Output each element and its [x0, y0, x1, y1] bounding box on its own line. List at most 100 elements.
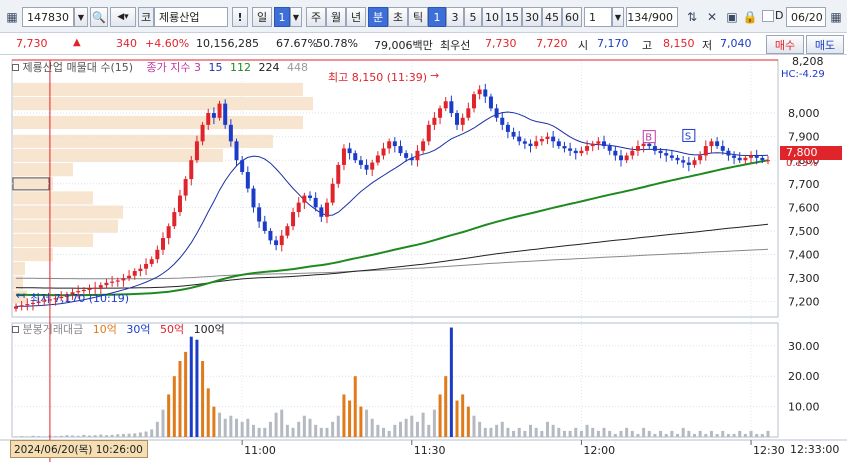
volume-bar	[104, 435, 108, 437]
cursor-time-label: 2024/06/20(목) 10:26:00	[10, 440, 148, 458]
minute-1-button[interactable]: 1	[428, 7, 446, 27]
volume-bar	[449, 327, 453, 437]
candle-body	[324, 202, 329, 217]
candle-body	[460, 117, 465, 125]
interval-tick-button[interactable]: 틱	[408, 7, 428, 27]
tools-icon[interactable]: ✕	[706, 10, 718, 24]
candle-body	[602, 141, 607, 147]
lock-icon[interactable]: 🔒	[742, 10, 758, 24]
volume-bar	[172, 376, 176, 437]
price-change: 340	[116, 37, 137, 50]
candle-body	[607, 146, 612, 151]
volume-bar	[348, 400, 352, 437]
sound-button[interactable]: ◀▾	[110, 7, 136, 27]
volume-bar	[212, 406, 216, 437]
chart-area[interactable]: 8,000 7,900 7,800 7,700 7,600 7,500 7,400 7,300…	[0, 55, 847, 462]
candle-body	[302, 195, 307, 203]
bar-count-field[interactable]: 134/900	[626, 7, 678, 27]
volume-profile-bar	[13, 82, 303, 97]
volume-profile-bar	[13, 148, 223, 163]
volume-bar	[189, 336, 193, 437]
candle-body	[149, 259, 154, 264]
volume-bar	[251, 424, 255, 437]
price-tick-label: 7,200	[788, 296, 820, 309]
volume-bar	[263, 427, 267, 437]
volume-bar	[551, 424, 555, 437]
period-week-button[interactable]: 주	[306, 7, 326, 27]
code-dropdown-button[interactable]: ▼	[74, 7, 88, 27]
ma15-line	[15, 111, 769, 307]
multiplier-dropdown[interactable]: ▼	[612, 7, 624, 27]
candle-body	[573, 150, 578, 154]
volume-bar	[427, 424, 431, 437]
minute-45-button[interactable]: 45	[542, 7, 562, 27]
grid-icon[interactable]: ▦	[6, 10, 18, 24]
candle-body	[87, 288, 92, 290]
volume-bar	[325, 427, 329, 437]
time-tick-label: 11:00	[244, 444, 276, 457]
interval-minute-button[interactable]: 분	[368, 7, 388, 27]
stock-code-input[interactable]: 147830	[22, 7, 74, 27]
date-field[interactable]: 06/20	[786, 7, 826, 27]
volume-bar	[579, 430, 583, 437]
stock-name-field[interactable]: 제룡산업	[154, 7, 228, 27]
volume-bar	[676, 433, 680, 437]
candle-body	[471, 94, 476, 109]
period-count-field[interactable]: 1	[274, 7, 290, 27]
candle-body	[104, 282, 109, 286]
period-year-button[interactable]: 년	[346, 7, 366, 27]
volume-bar	[54, 436, 58, 437]
volume-bar	[766, 430, 770, 437]
volume-bar	[512, 430, 516, 437]
volume-bar	[387, 430, 391, 437]
info-button[interactable]: !	[232, 7, 248, 27]
search-icon: 🔍	[92, 10, 106, 24]
candle-body	[449, 101, 454, 114]
candle-body	[500, 117, 505, 125]
date-checkbox[interactable]	[762, 10, 774, 22]
candle-body	[664, 153, 669, 156]
price-change-pct: +4.60%	[145, 37, 190, 50]
arrow-up-down-icon[interactable]: ⇅	[686, 10, 698, 24]
volume-bar	[540, 430, 544, 437]
volume-bar	[82, 434, 86, 437]
chart-svg[interactable]: 8,000 7,900 7,800 7,700 7,600 7,500 7,400 7,300…	[0, 55, 847, 462]
volume-bar	[743, 433, 747, 437]
buy-button[interactable]: 매수	[766, 35, 804, 54]
volume-bar	[653, 433, 657, 437]
candle-body	[658, 150, 663, 154]
volume-bar	[110, 434, 114, 437]
minute-15-button[interactable]: 15	[502, 7, 522, 27]
candle-body	[477, 89, 482, 95]
candle-body	[635, 146, 640, 151]
minute-60-button[interactable]: 60	[562, 7, 582, 27]
candle-body	[64, 294, 69, 297]
period-day-button[interactable]: 일	[252, 7, 272, 27]
search-button[interactable]: 🔍	[90, 7, 108, 27]
candle-body	[766, 160, 770, 162]
interval-second-button[interactable]: 초	[388, 7, 408, 27]
candle-body	[641, 143, 646, 147]
volume-bar	[229, 415, 233, 437]
save-icon[interactable]: ▣	[726, 10, 738, 24]
volume-bar	[438, 394, 442, 437]
period-dropdown[interactable]: ▼	[290, 7, 302, 27]
candle-body	[443, 101, 448, 109]
price-tick-label: 8,000	[788, 107, 820, 120]
minute-5-button[interactable]: 5	[464, 7, 482, 27]
best-bid: 7,720	[536, 37, 568, 50]
minute-10-button[interactable]: 10	[482, 7, 502, 27]
volume-bar	[218, 412, 222, 437]
calendar-icon[interactable]: ▦	[830, 10, 842, 24]
multiplier-field[interactable]: 1	[584, 7, 612, 27]
volume-bar	[698, 430, 702, 437]
sell-button[interactable]: 매도	[806, 35, 844, 54]
minute-3-button[interactable]: 3	[446, 7, 464, 27]
minute-30-button[interactable]: 30	[522, 7, 542, 27]
period-month-button[interactable]: 월	[326, 7, 346, 27]
candle-body	[760, 157, 765, 161]
volume-bar	[314, 424, 318, 437]
candle-body	[483, 89, 488, 97]
candle-body	[110, 281, 115, 283]
high-annotation: 최고 8,150 (11:39)	[328, 71, 428, 84]
